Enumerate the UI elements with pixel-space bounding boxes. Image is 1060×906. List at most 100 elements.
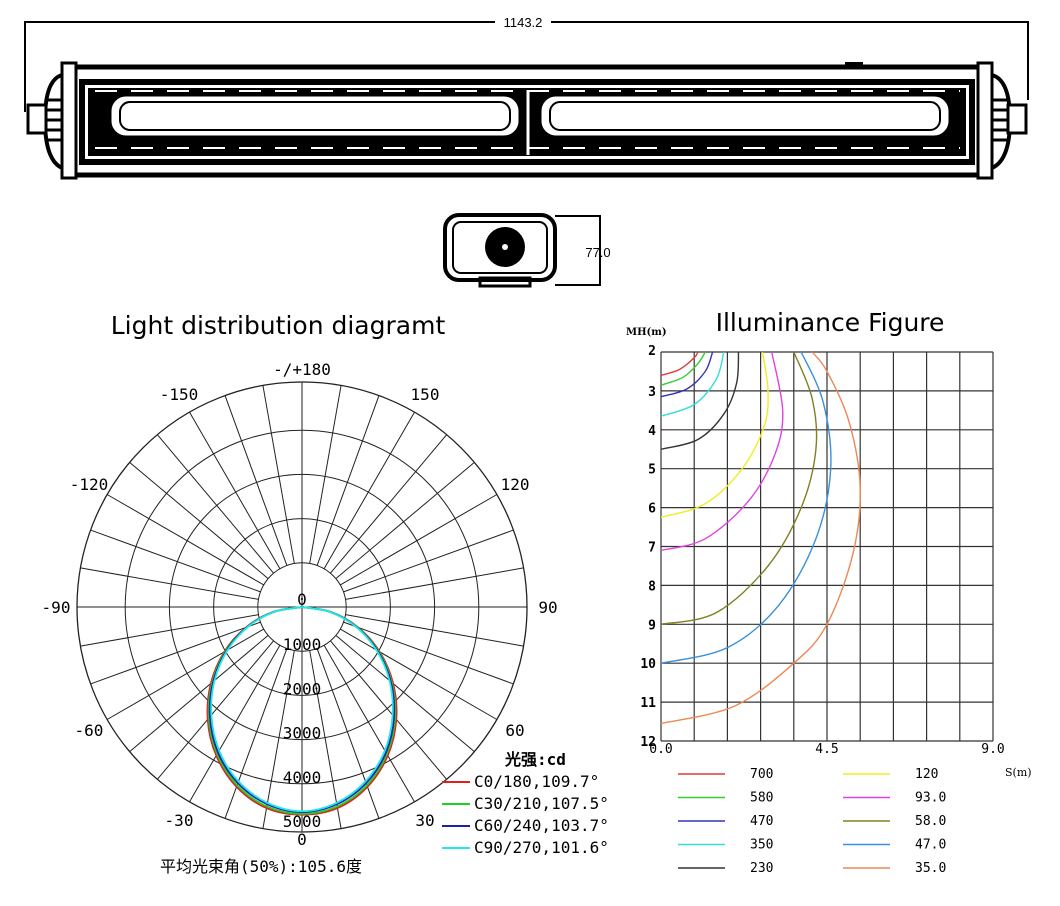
polar-spoke [189,411,281,569]
legend-label: 93.0 [915,791,946,806]
y-tick-label: 4 [648,424,656,439]
y-tick-label: 9 [648,618,656,633]
polar-spoke [316,648,380,819]
polar-spoke [323,411,415,569]
y-tick-label: 7 [648,541,656,556]
polar-spoke [340,494,498,586]
legend-label: C60/240,103.7° [474,816,609,835]
angle-label: -30 [165,811,194,830]
polar-outer-ring [76,381,528,833]
polar-spoke [316,395,380,566]
y-tick-label: 2 [648,344,656,359]
polar-spoke [343,621,514,685]
polar-spoke [330,434,448,574]
radial-label: 0 [297,590,307,609]
y-tick-label: 11 [640,696,656,711]
iso-title: Illuminance Figure [716,308,945,337]
radial-label: 2000 [283,679,322,698]
x-tick-label: 9.0 [981,742,1004,757]
y-tick-label: 3 [648,385,656,400]
angle-label: 120 [501,475,530,494]
polar-series-curve [210,606,394,813]
polar-spoke [330,640,448,780]
polar-spoke [189,645,281,803]
radial-label: 4000 [283,768,322,787]
angle-label: -90 [42,598,71,617]
polar-spoke [262,650,295,829]
iso-ylabel: MH(m) [626,327,667,338]
polar-spoke [345,614,524,647]
polar-spoke [106,628,264,720]
isolux-curve [660,351,714,398]
polar-series-curve [207,606,397,815]
polar-ring [213,518,391,696]
polar-spoke [335,635,475,753]
polar-spoke [309,385,342,564]
legend-label: 58.0 [915,814,946,829]
polar-spoke [262,385,295,564]
radial-label: 1000 [283,635,322,654]
polar-legend: C0/180,109.7° C30/210,107.5° C60/240,103.7… [442,772,609,857]
legend-label: C0/180,109.7° [474,772,599,791]
height-dimension-label: 77.0 [585,245,610,260]
x-tick-label: 4.5 [815,742,838,757]
angle-label: 90 [538,598,557,617]
legend-label: 470 [750,814,773,829]
isolux-curve [660,351,818,625]
y-tick-label: 8 [648,579,656,594]
polar-footer: 平均光束角(50%):105.6度 [160,857,362,876]
polar-ring [124,429,480,785]
polar-spoke [90,529,261,593]
legend-label: C90/270,101.6° [474,838,609,857]
polar-spoke [106,494,264,586]
polar-ring [257,562,347,652]
isolux-curve [660,351,769,518]
luminaire-drawing: 1143.2 77.0 [24,15,1029,288]
polar-spoke [156,640,274,780]
angle-label: -120 [70,475,109,494]
iso-ticks: 2 3 4 5 6 7 8 9 10 11 120.0 4.5 9.0 [640,344,1004,757]
polar-curves [206,606,398,816]
iso-legend: 700 580 470 350 230 120 93.0 58.0 47.0 35.0 [678,767,946,876]
legend-label: 47.0 [915,838,946,853]
polar-spoke [156,434,274,574]
isolux-curve [660,351,832,664]
iso-xlabel: S(m) [1005,766,1032,779]
y-tick-label: 5 [648,463,656,478]
legend-label: 700 [750,767,773,782]
isolux-curve [660,351,725,417]
polar-grid [76,381,528,833]
polar-spoke [309,650,342,829]
angle-label: -150 [160,385,199,404]
legend-label: 120 [915,767,938,782]
y-tick-label: 10 [640,657,656,672]
polar-series-curve [206,606,398,816]
polar-spoke [345,567,524,600]
polar-spoke [340,628,498,720]
x-tick-label: 0.0 [649,742,672,757]
legend-label: 35.0 [915,861,946,876]
isolux-curve [660,351,706,386]
angle-label: 0 [297,830,307,849]
angle-label: -60 [75,721,104,740]
polar-title: Light distribution diagramt [111,311,446,340]
polar-spoke [80,567,259,600]
polar-labels: -/+180 150 120 90 60 30 0 -30 -60 -90 -120 -150 0 100… [42,360,558,849]
isolux-curve [660,351,699,376]
isolux-curve [660,351,740,450]
angle-label: 60 [505,721,524,740]
radial-label: 3000 [283,724,322,743]
angle-label: 30 [415,811,434,830]
legend-label: 350 [750,838,773,853]
polar-spoke [335,461,475,579]
polar-spoke [323,645,415,803]
luminaire-side-view [443,213,601,288]
legend-label: 230 [750,861,773,876]
radial-label: 5000 [283,812,322,831]
polar-spoke [224,648,288,819]
y-tick-label: 12 [640,735,656,750]
legend-label: 580 [750,791,773,806]
polar-spoke [129,461,269,579]
legend-label: C30/210,107.5° [474,794,609,813]
isolux-curve [660,351,784,552]
